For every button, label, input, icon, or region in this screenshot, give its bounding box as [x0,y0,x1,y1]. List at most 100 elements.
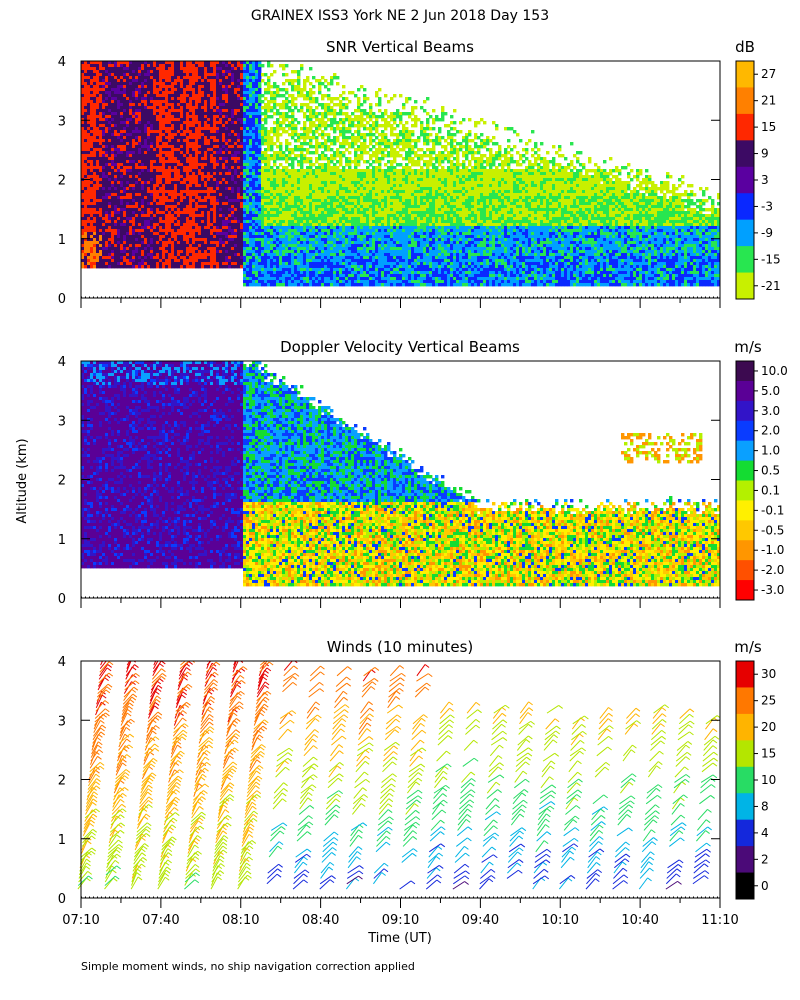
snr-cell [513,187,517,191]
snr-cell [528,169,532,173]
snr-cell [96,172,100,176]
snr-cell [279,106,283,110]
snr-cell [126,145,130,149]
snr-cell [348,169,352,173]
snr-cell [477,169,481,173]
snr-cell [540,178,544,182]
snr-cell [174,76,178,80]
snr-cell [324,175,328,179]
snr-cell [252,154,256,158]
snr-cell [177,172,181,176]
snr-cell [210,85,214,89]
snr-cell [396,190,400,194]
snr-cell [276,145,280,149]
snr-cell [351,142,355,146]
snr-cell [180,178,184,182]
snr-cell [537,187,541,191]
snr-cell [117,64,121,68]
snr-cell [555,163,559,167]
snr-cell [471,139,475,143]
snr-cell [201,145,205,149]
snr-cell [243,73,247,77]
snr-cell [150,79,154,83]
snr-cell [99,154,103,158]
snr-cell [156,145,160,149]
snr-cell [525,190,529,194]
snr-cell [459,163,463,167]
snr-cell [129,160,133,164]
snr-cell [276,124,280,128]
snr-cell [486,136,490,140]
snr-cell [522,190,526,194]
snr-cell [204,85,208,89]
snr-cell [195,169,199,173]
snr-cell [120,88,124,92]
snr-cell [240,175,244,179]
snr-cell [309,112,313,116]
snr-cell [225,124,229,128]
snr-cell [84,91,88,95]
snr-cell [171,79,175,83]
snr-cell [360,187,364,191]
snr-cell [105,175,109,179]
snr-cell [633,175,637,179]
snr-cell [330,148,334,152]
snr-cell [315,127,319,131]
snr-cell [237,121,241,125]
snr-cell [249,172,253,176]
snr-cell [336,121,340,125]
snr-cell [423,172,427,176]
snr-cell [438,184,442,188]
snr-cell [123,172,127,176]
snr-cell [189,112,193,116]
snr-cell [537,184,541,188]
snr-cell [459,142,463,146]
snr-cell [330,121,334,125]
snr-cell [213,187,217,191]
snr-cell [615,187,619,191]
snr-cell [360,172,364,176]
snr-cell [684,190,688,194]
snr-cell [210,187,214,191]
snr-cell [384,181,388,185]
snr-cell [648,178,652,182]
snr-cell [462,172,466,176]
snr-cell [342,121,346,125]
snr-cell [288,178,292,182]
snr-cell [507,181,511,185]
snr-cell [474,184,478,188]
snr-cell [423,181,427,185]
snr-cell [159,118,163,122]
snr-cell [441,166,445,170]
snr-cell [102,127,106,131]
snr-cell [492,190,496,194]
snr-cell [99,124,103,128]
snr-cell [162,160,166,164]
snr-cell [225,112,229,116]
snr-cell [318,190,322,194]
snr-cell [225,109,229,113]
snr-cell [105,100,109,104]
snr-cell [330,175,334,179]
snr-cell [303,136,307,140]
snr-cell [363,184,367,188]
snr-cell [102,85,106,89]
snr-cell [195,154,199,158]
snr-cell [690,184,694,188]
snr-cell [309,145,313,149]
snr-cell [561,190,565,194]
snr-cell [588,178,592,182]
snr-cell [612,187,616,191]
snr-cell [210,70,214,74]
snr-cell [177,70,181,74]
snr-cell [177,106,181,110]
snr-cell [237,184,241,188]
snr-cell [90,76,94,80]
snr-cell [189,85,193,89]
snr-cell [201,106,205,110]
snr-cell [393,118,397,122]
snr-cell [420,172,424,176]
snr-cell [312,151,316,155]
snr-cell [276,118,280,122]
snr-cell [90,190,94,194]
